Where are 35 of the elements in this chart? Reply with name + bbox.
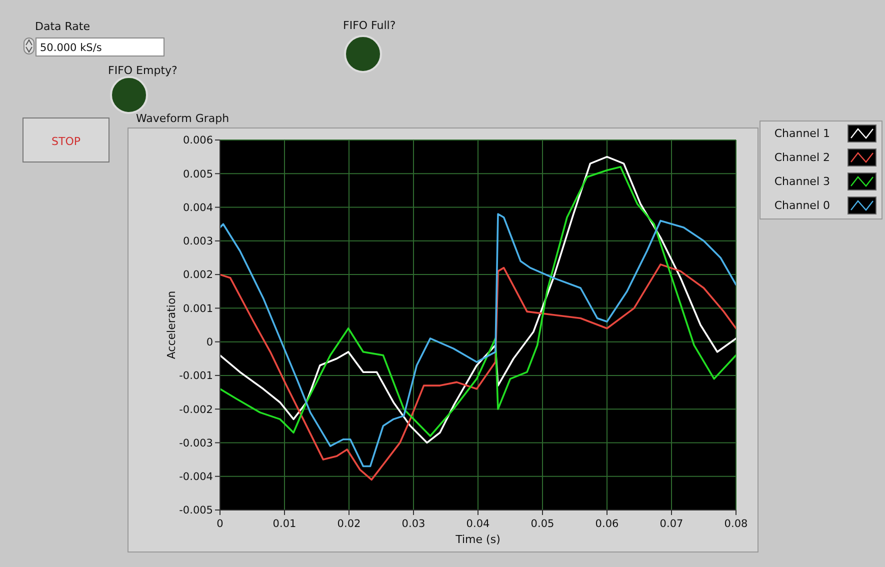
chart-title: Waveform Graph [136, 112, 230, 125]
y-tick-label: -0.002 [179, 404, 213, 416]
text: FIFO Full? [343, 19, 396, 32]
legend-label: Channel 2 [774, 151, 830, 164]
x-tick-label: 0 [216, 518, 224, 530]
legend-label: Channel 3 [774, 175, 830, 188]
x-tick-label: 0.06 [595, 518, 620, 530]
line-series [220, 213, 736, 468]
y-tick-label: -0.003 [179, 437, 213, 450]
x-tick-label: 0.08 [724, 518, 748, 530]
y-tick-label: 0.006 [182, 134, 214, 147]
y-tick-label: 0.001 [182, 302, 213, 315]
text: Data Rate [35, 20, 90, 33]
text: 50.000 kS/s [40, 42, 102, 54]
x-tick-label: 0.03 [402, 518, 426, 530]
line-series [220, 264, 736, 481]
y-tick-label: 0.004 [182, 202, 214, 214]
y-tick-label: -0.004 [179, 471, 214, 484]
y-tick-label: -0.001 [179, 370, 213, 382]
x-tick-label: 0.02 [337, 518, 361, 530]
text: STOP [52, 135, 81, 148]
y-tick-label: 0.005 [182, 168, 213, 180]
x-axis-title: Time (s) [454, 533, 500, 546]
legend-label: Channel 0 [774, 199, 830, 212]
legend-label: Channel 1 [774, 127, 830, 140]
y-tick-label: 0 [206, 336, 213, 348]
x-tick-label: 0.05 [530, 518, 554, 530]
y-axis-title: Acceleration [165, 290, 178, 360]
x-tick-label: 0.04 [466, 518, 490, 530]
y-tick-label: -0.005 [179, 504, 213, 517]
text: FIFO Empty? [108, 64, 178, 77]
x-tick-label: 0.01 [272, 518, 296, 530]
x-tick-label: 0.07 [660, 518, 684, 530]
y-tick-label: 0.002 [182, 269, 213, 282]
y-tick-label: 0.003 [182, 236, 213, 248]
